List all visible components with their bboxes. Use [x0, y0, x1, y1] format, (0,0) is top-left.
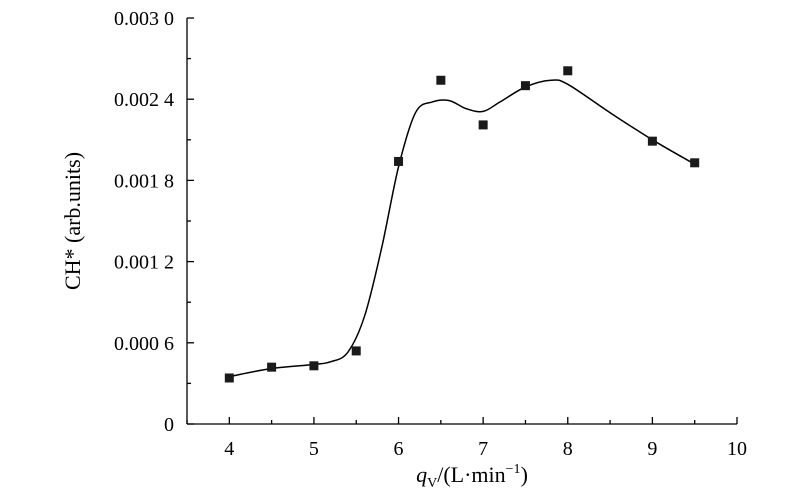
x-ticks: 4 5 6 7 8 9 10: [186, 417, 747, 460]
x-tick-label: 6: [394, 438, 404, 460]
x-tick-label: 10: [727, 438, 747, 460]
x-axis-label-close: ): [521, 462, 528, 487]
data-point: [224, 373, 234, 383]
x-axis-label-sub: V: [427, 476, 437, 491]
y-tick-label: 0: [164, 414, 174, 436]
x-axis-label-var: q: [416, 462, 427, 487]
data-point: [690, 158, 700, 168]
data-point: [647, 136, 657, 146]
data-point: [563, 66, 573, 76]
data-point: [436, 75, 446, 85]
data-point: [267, 362, 277, 372]
y-tick-label: 0.003 0: [114, 8, 174, 30]
x-tick-label: 5: [309, 438, 319, 460]
x-tick-label: 7: [478, 438, 488, 460]
x-tick-label: 9: [647, 438, 657, 460]
y-tick-label: 0.002 4: [114, 89, 174, 111]
data-point: [478, 120, 488, 130]
y-ticks: 0 0.000 6 0.001 2 0.001 8 0.002 4 0.003 0: [114, 8, 194, 436]
x-axis-label-sup: −1: [506, 462, 521, 477]
y-axis-label: CH* (arb.units): [60, 152, 85, 290]
y-tick-label: 0.000 6: [114, 333, 174, 355]
data-points: [224, 66, 700, 383]
data-point: [351, 346, 361, 356]
x-tick-label: 8: [563, 438, 573, 460]
x-axis-label-unit: /(L·min: [437, 462, 505, 487]
data-point: [520, 81, 530, 91]
x-axis-label: qV/(L·min−1): [416, 462, 528, 491]
y-tick-label: 0.001 2: [114, 252, 174, 274]
data-point: [309, 361, 319, 371]
y-tick-label: 0.001 8: [114, 170, 174, 192]
data-point: [394, 156, 404, 166]
x-tick-label: 4: [224, 438, 234, 460]
fit-curve: [229, 79, 696, 378]
